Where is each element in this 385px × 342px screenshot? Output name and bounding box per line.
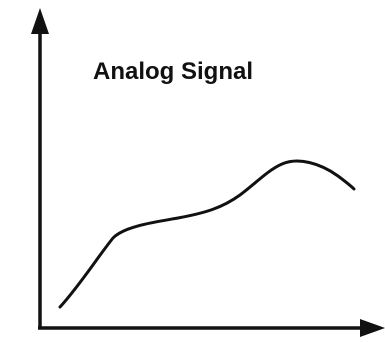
y-axis-arrowhead [31,8,49,34]
diagram-title: Analog Signal [93,58,253,85]
x-axis-arrowhead [360,319,385,337]
signal-curve [58,159,356,309]
